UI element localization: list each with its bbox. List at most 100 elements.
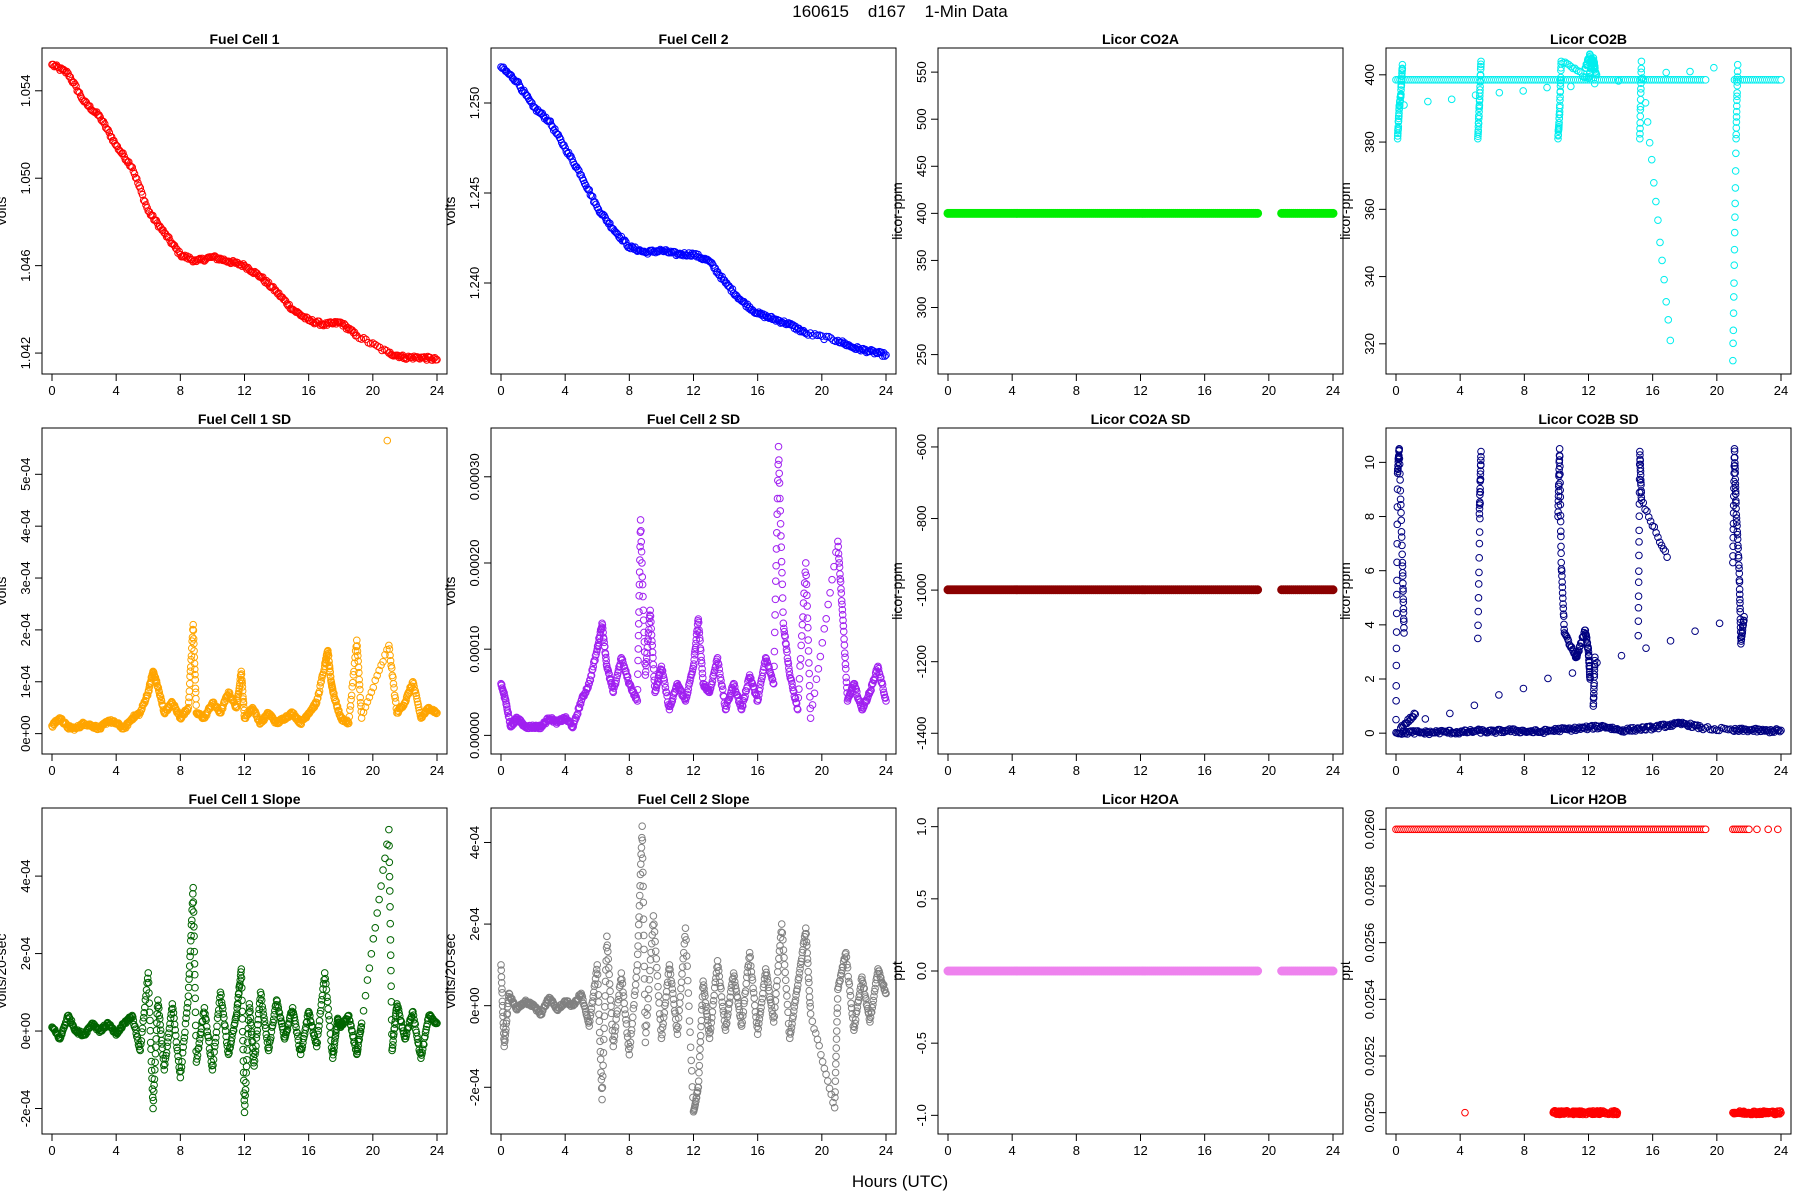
- data-point: [377, 882, 385, 890]
- data-point: [635, 608, 643, 616]
- data-point: [653, 963, 661, 972]
- x-tick-label: 24: [430, 383, 444, 398]
- data-point: [1544, 674, 1552, 683]
- data-point: [1399, 608, 1408, 617]
- data-point: [776, 519, 785, 528]
- data-point: [1710, 63, 1718, 72]
- y-axis-label: volts/20-sec: [0, 934, 9, 1009]
- y-tick-label: 450: [914, 155, 929, 177]
- data-point: [188, 906, 196, 914]
- data-point: [654, 247, 662, 256]
- data-point: [637, 843, 646, 852]
- data-point: [1447, 95, 1456, 104]
- x-tick-label: 16: [750, 1143, 764, 1158]
- data-point: [1556, 82, 1565, 90]
- data-point: [687, 1056, 696, 1065]
- data-point: [373, 909, 381, 917]
- data-point: [1643, 118, 1652, 126]
- data-point: [1474, 580, 1483, 588]
- data-point: [1398, 69, 1406, 77]
- y-tick-label: 2e-04: [18, 613, 33, 646]
- x-tick-label: 20: [1710, 763, 1724, 778]
- data-point: [189, 883, 197, 892]
- y-tick-label: 0.00000: [467, 712, 482, 759]
- data-point: [813, 331, 822, 340]
- x-tick-label: 8: [1521, 383, 1528, 398]
- x-tick-label: 24: [879, 763, 893, 778]
- data-point: [1476, 71, 1485, 79]
- data-point: [634, 670, 642, 679]
- plot-frame: [1385, 47, 1792, 375]
- data-point: [647, 948, 655, 957]
- data-point: [595, 1017, 604, 1026]
- data-point: [778, 568, 786, 577]
- data-point: [63, 67, 71, 76]
- data-point: [1475, 528, 1484, 536]
- data-point: [598, 1095, 606, 1104]
- data-point: [324, 1004, 332, 1013]
- data-point: [795, 675, 804, 683]
- data-point: [1567, 62, 1575, 71]
- data-point: [185, 693, 193, 702]
- data-point: [638, 854, 647, 862]
- data-point: [1733, 60, 1742, 69]
- x-tick-label: 8: [1073, 763, 1080, 778]
- data-point: [386, 919, 395, 928]
- data-point: [157, 1030, 165, 1038]
- x-tick-label: 4: [562, 1143, 569, 1158]
- data-point: [603, 932, 611, 941]
- data-point: [603, 947, 612, 956]
- data-point: [1635, 567, 1643, 575]
- x-tick-label: 12: [1581, 763, 1595, 778]
- data-point: [1477, 57, 1485, 66]
- data-point: [1474, 132, 1482, 141]
- y-tick-label: 4e-04: [18, 510, 33, 543]
- x-tick-label: 24: [1326, 383, 1340, 398]
- data-point: [1477, 60, 1485, 69]
- y-tick-label: -2e-04: [18, 1090, 33, 1128]
- x-tick-label: 4: [1457, 763, 1464, 778]
- data-point: [600, 1024, 608, 1033]
- data-point: [1732, 130, 1740, 139]
- data-point: [697, 1016, 706, 1025]
- data-point: [824, 600, 832, 609]
- data-point: [1397, 516, 1406, 525]
- data-point: [1253, 585, 1263, 595]
- data-point: [386, 936, 395, 944]
- data-point: [371, 924, 380, 932]
- data-point: [593, 203, 602, 212]
- data-point: [882, 351, 890, 359]
- y-tick-label: 0.00010: [467, 626, 482, 673]
- data-point: [132, 174, 141, 183]
- data-point: [363, 976, 372, 984]
- data-point: [130, 170, 139, 178]
- data-point: [191, 983, 199, 992]
- data-point: [599, 1061, 607, 1070]
- data-point: [879, 348, 888, 357]
- data-point: [645, 985, 653, 994]
- data-point: [820, 625, 829, 633]
- y-tick-label: -1200: [914, 645, 929, 678]
- y-tick-label: 1.245: [467, 177, 482, 210]
- data-point: [601, 213, 610, 222]
- x-tick-label: 8: [1521, 763, 1528, 778]
- data-point: [799, 613, 807, 621]
- x-tick-label: 0: [944, 763, 951, 778]
- data-point: [1731, 199, 1739, 208]
- data-point: [653, 972, 662, 980]
- data-point: [356, 685, 364, 694]
- data-point: [1543, 83, 1551, 92]
- data-point: [677, 984, 685, 993]
- data-point: [640, 962, 649, 971]
- data-point: [1392, 644, 1401, 653]
- data-point: [386, 903, 394, 911]
- data-point: [665, 248, 674, 257]
- y-tick-label: 500: [914, 108, 929, 130]
- data-point: [1392, 661, 1401, 670]
- data-point: [605, 970, 613, 979]
- data-point: [660, 1009, 669, 1017]
- x-tick-label: 4: [113, 763, 120, 778]
- data-point: [619, 992, 628, 1000]
